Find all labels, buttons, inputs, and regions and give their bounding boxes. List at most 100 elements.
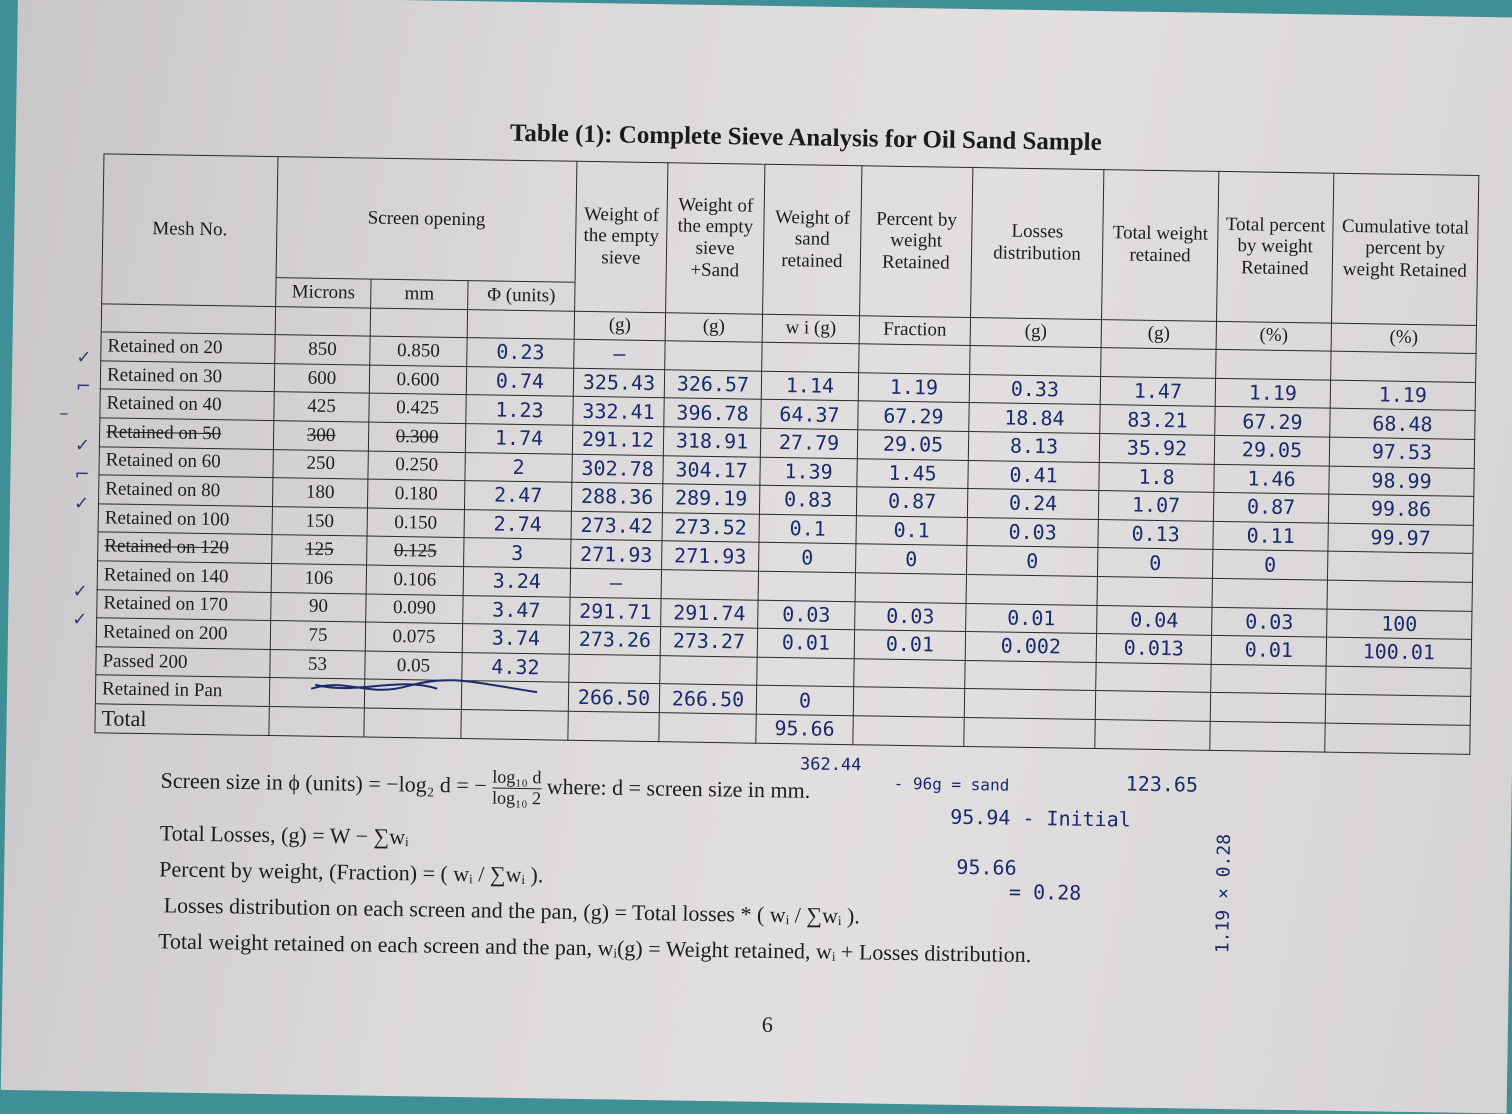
cell-wi: 1.39 xyxy=(759,456,858,487)
cell-mm xyxy=(363,707,462,739)
check-mark-icon: ✓ xyxy=(74,434,91,457)
cell-frac xyxy=(853,658,966,689)
cell-total: 1.07 xyxy=(1098,490,1214,522)
cell-wi: 95.66 xyxy=(755,714,854,745)
cell-pct: 0.87 xyxy=(1213,492,1329,523)
cell-cum: 98.99 xyxy=(1328,465,1475,497)
cell-frac: 0.1 xyxy=(855,515,968,546)
cell-frac xyxy=(852,715,965,746)
cell-empty: 271.93 xyxy=(570,539,662,570)
cell-empty: 291.71 xyxy=(569,596,662,627)
cell-total: 1.8 xyxy=(1098,462,1215,493)
cell-loss: 0.002 xyxy=(965,631,1097,663)
formula-total-losses: Total Losses, (g) = W − ∑wᵢ xyxy=(159,820,409,850)
cell-total: 0.013 xyxy=(1096,633,1212,665)
cell-mesh: Retained on 100 xyxy=(98,503,273,535)
unit-blank xyxy=(370,307,468,338)
cell-pct xyxy=(1215,349,1332,380)
scribble-strikeout-icon xyxy=(310,679,538,694)
cell-loss: 0.01 xyxy=(965,602,1098,634)
cell-cum: 100.01 xyxy=(1326,637,1472,669)
cell-frac: 0.87 xyxy=(856,486,968,518)
cell-total xyxy=(1097,576,1213,607)
cell-loss: 18.84 xyxy=(968,402,1101,434)
cell-microns: 600 xyxy=(274,363,370,394)
cell-microns: 125 xyxy=(271,534,368,565)
check-mark-icon: ✓ xyxy=(72,608,88,631)
cell-empty: — xyxy=(573,339,666,370)
cell-mesh: Retained on 140 xyxy=(97,560,272,593)
check-mark-icon: ⌐ xyxy=(74,463,90,486)
cell-pct: 1.19 xyxy=(1215,378,1331,409)
cell-pct: 0.11 xyxy=(1212,521,1329,552)
formula-suffix: where: d = screen size in mm. xyxy=(546,773,811,803)
dash-mark-icon: – xyxy=(59,402,69,424)
cell-cum: 99.97 xyxy=(1327,522,1474,554)
cell-loss: 0 xyxy=(966,545,1098,577)
cell-sand: 326.57 xyxy=(664,369,762,400)
cell-sand: 289.19 xyxy=(662,483,760,514)
cell-mesh: Retained on 170 xyxy=(96,589,272,621)
unit-sand-retained: w i (g) xyxy=(762,313,860,344)
sieve-analysis-table: Mesh No. Screen opening Weight of the em… xyxy=(94,153,1479,754)
cell-microns: 106 xyxy=(271,563,367,594)
cell-phi: 2 xyxy=(464,452,573,483)
header-sand-retained: Weight of sand retained xyxy=(762,164,862,316)
cell-pct xyxy=(1210,692,1326,724)
cell-mm: 0.850 xyxy=(369,336,468,367)
cell-sand: 291.74 xyxy=(660,598,759,629)
cell-loss xyxy=(969,345,1102,377)
note-initial: 95.94 - Initial xyxy=(950,804,1131,832)
cell-total xyxy=(1100,347,1217,379)
cell-mesh: Retained on 120 xyxy=(97,532,273,564)
cell-sand: 273.52 xyxy=(661,512,760,543)
formula-prefix: Screen size in ϕ (units) = −log₂ d = − xyxy=(160,767,487,798)
cell-cum xyxy=(1327,580,1473,611)
header-microns: Microns xyxy=(275,277,372,308)
formula-losses-distribution: Losses distribution on each screen and t… xyxy=(163,892,861,929)
check-mark-icon: ⌐ xyxy=(75,375,92,398)
cell-sand: 318.91 xyxy=(663,426,761,457)
header-total-percent: Total percent by weight Retained xyxy=(1216,171,1334,323)
cell-frac: 0.03 xyxy=(854,601,967,632)
cell-mesh: Retained on 200 xyxy=(96,617,271,650)
unit-losses: (g) xyxy=(970,317,1102,348)
cell-phi: 3 xyxy=(463,537,571,569)
cell-mesh: Retained on 40 xyxy=(99,389,275,421)
cell-wi: 0.83 xyxy=(759,485,857,516)
header-losses: Losses distribution xyxy=(970,167,1104,320)
cell-phi: 0.74 xyxy=(466,366,574,397)
cell-cum: 68.48 xyxy=(1329,408,1476,440)
note-sum: 362.44 xyxy=(799,754,862,776)
header-cumulative: Cumulative total percent by weight Retai… xyxy=(1331,173,1479,326)
cell-wi: 27.79 xyxy=(760,428,858,459)
cell-mm: 0.600 xyxy=(369,364,467,395)
cell-microns: 90 xyxy=(270,592,367,623)
cell-frac: 0.01 xyxy=(854,629,966,661)
cell-phi: 3.47 xyxy=(462,595,571,626)
header-screen-opening: Screen opening xyxy=(276,156,577,283)
cell-microns: 300 xyxy=(273,420,369,451)
cell-phi: 2.47 xyxy=(464,480,572,512)
cell-empty: 266.50 xyxy=(568,682,660,713)
cell-wi xyxy=(758,571,856,602)
cell-sand xyxy=(658,712,757,743)
unit-total-weight: (g) xyxy=(1101,319,1217,350)
cell-total: 83.21 xyxy=(1099,404,1216,436)
cell-loss: 8.13 xyxy=(968,431,1100,463)
header-total-weight: Total weight retained xyxy=(1101,169,1219,321)
cell-microns: 425 xyxy=(273,391,370,423)
cell-loss: 0.24 xyxy=(967,488,1099,520)
cell-mm: 0.125 xyxy=(366,536,465,567)
cell-frac: 29.05 xyxy=(857,429,969,461)
cell-empty: 291.12 xyxy=(572,425,664,456)
cell-pct xyxy=(1209,721,1326,752)
cell-mm: 0.090 xyxy=(365,593,464,624)
check-mark-icon: ✓ xyxy=(73,492,90,515)
unit-cumulative: (%) xyxy=(1331,322,1477,354)
cell-wi: 1.14 xyxy=(761,371,859,402)
cell-frac: 0 xyxy=(855,544,967,575)
cell-wi xyxy=(756,656,855,688)
cell-cum xyxy=(1324,723,1471,754)
cell-cum: 97.53 xyxy=(1329,437,1475,468)
